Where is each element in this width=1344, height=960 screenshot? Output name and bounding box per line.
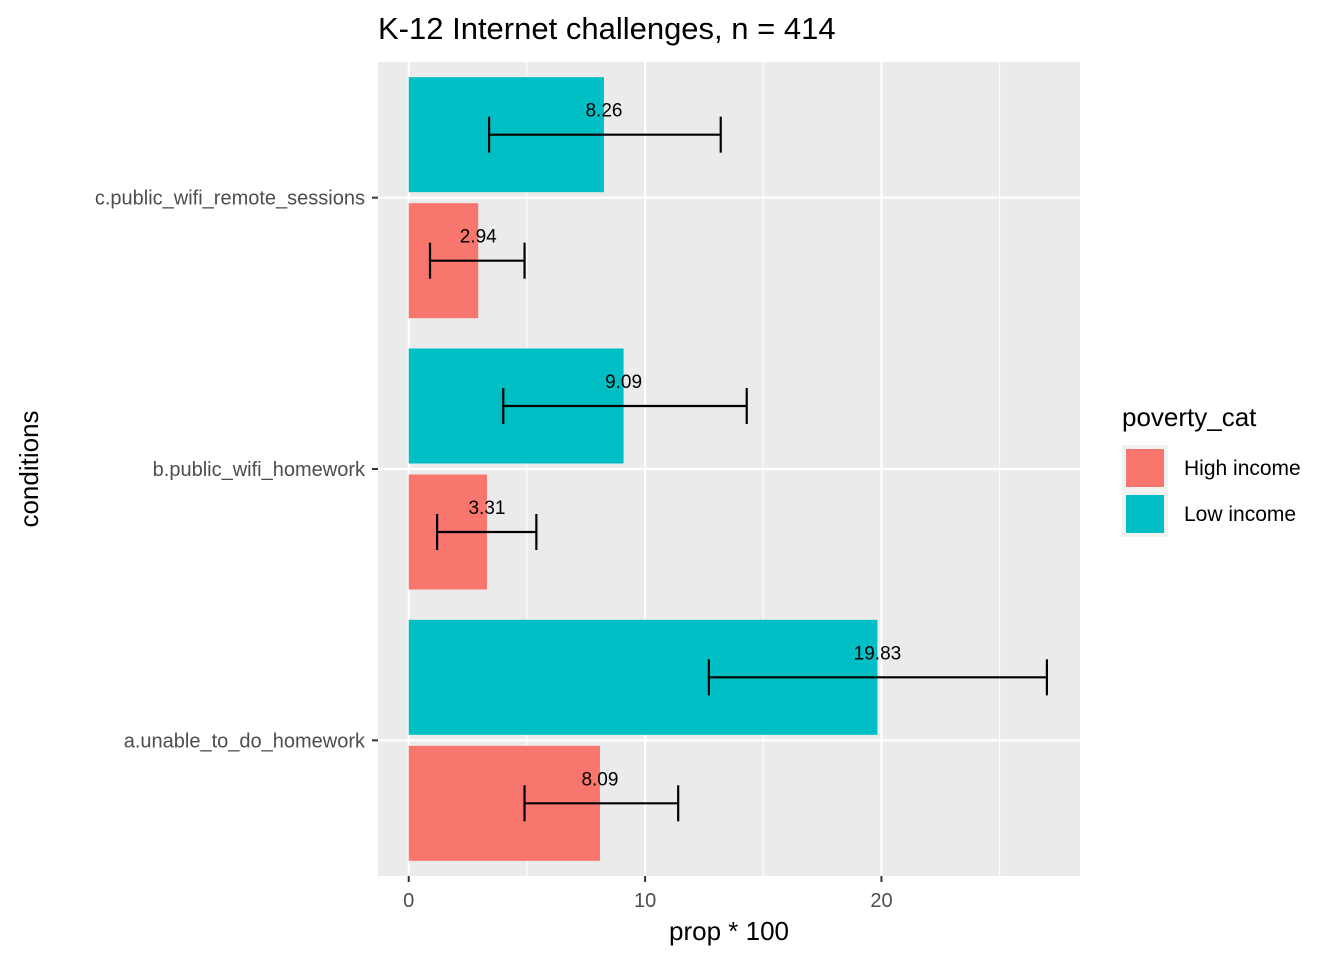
x-axis-title: prop * 100: [669, 916, 789, 946]
y-axis-title: conditions: [14, 410, 44, 527]
legend-title: poverty_cat: [1122, 402, 1257, 432]
bars: [408, 77, 878, 861]
legend-label-low-income: Low income: [1184, 503, 1296, 526]
y-tick-label: a.unable_to_do_homework: [124, 730, 366, 752]
error-bars: [428, 116, 1049, 822]
data-labels: 8.09 3.31 2.94 19.83 9.09 8.26: [460, 101, 901, 791]
data-label: 2.94: [460, 227, 497, 248]
legend: poverty_cat High income Low income: [1122, 402, 1301, 537]
axes: 0 10 20 a.unable_to_do_homework b.public_wif…: [95, 188, 893, 912]
data-label: 8.09: [581, 769, 618, 790]
chart-title: K-12 Internet challenges, n = 414: [378, 11, 836, 46]
data-label: 19.83: [854, 643, 902, 664]
y-tick-label: c.public_wifi_remote_sessions: [95, 188, 365, 210]
data-label: 9.09: [605, 372, 642, 393]
legend-label-high-income: High income: [1184, 457, 1301, 480]
data-label: 3.31: [468, 498, 505, 519]
grid-lines: [378, 62, 1080, 876]
legend-swatch-high-income: [1126, 449, 1164, 487]
y-tick-label: b.public_wifi_homework: [153, 459, 366, 481]
x-tick-label: 0: [403, 890, 414, 912]
x-tick-label: 20: [870, 890, 892, 912]
legend-swatch-low-income: [1126, 495, 1164, 533]
data-label: 8.26: [585, 101, 622, 122]
x-tick-label: 10: [634, 890, 656, 912]
